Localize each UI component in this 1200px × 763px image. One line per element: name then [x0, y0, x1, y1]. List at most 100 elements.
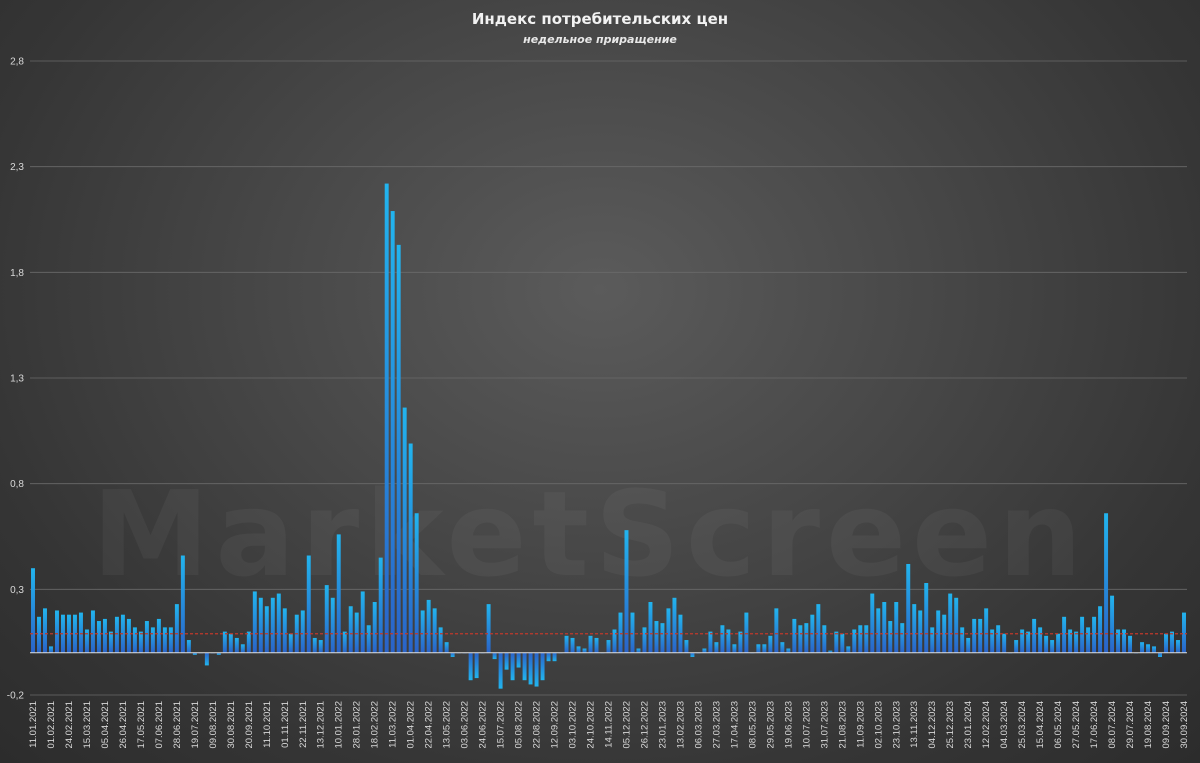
bar	[840, 633, 845, 653]
bar	[372, 602, 377, 653]
bar	[342, 631, 347, 653]
bar	[948, 593, 953, 653]
x-tick-label: 19.06.2023	[783, 701, 794, 749]
bar	[1098, 606, 1103, 653]
bar	[96, 621, 101, 653]
bar	[552, 652, 557, 662]
bar	[1128, 635, 1133, 653]
x-tick-label: 13.02.2023	[675, 701, 686, 749]
bar	[1140, 642, 1145, 653]
bar	[228, 633, 233, 653]
x-tick-label: 20.09.2021	[244, 701, 255, 749]
bar	[912, 604, 917, 653]
x-tick-label: 27.03.2023	[711, 701, 722, 749]
bar	[654, 621, 659, 653]
bar	[894, 602, 899, 653]
bar	[396, 244, 401, 653]
bar	[66, 614, 71, 653]
bar	[864, 625, 869, 653]
watermark: MarketScreen	[92, 465, 1088, 603]
x-tick-label: 22.04.2022	[424, 701, 435, 749]
x-tick-label: 12.02.2024	[981, 701, 992, 749]
x-tick-label: 15.03.2021	[82, 701, 93, 749]
x-axis: 11.01.2021 01.02.2021 24.02.2021 15.03.2021…	[28, 701, 1190, 749]
x-tick-label: 22.08.2022	[532, 701, 543, 749]
bar	[642, 627, 647, 653]
bar	[486, 604, 491, 653]
bar	[942, 614, 947, 653]
bar	[816, 604, 821, 653]
x-tick-label: 27.05.2024	[1071, 701, 1082, 749]
bar	[918, 610, 923, 653]
x-tick-label: 08.07.2024	[1107, 701, 1118, 749]
bar	[390, 211, 395, 653]
x-tick-label: 11.01.2021	[28, 701, 39, 748]
bar	[168, 627, 173, 653]
bar	[576, 646, 581, 653]
bar	[330, 597, 335, 653]
bar	[444, 642, 449, 653]
bar	[900, 623, 905, 653]
bar	[522, 652, 527, 681]
y-tick-label: 2,3	[10, 162, 24, 173]
bar	[402, 407, 407, 653]
bar	[37, 616, 41, 653]
x-tick-label: 11.10.2021	[262, 701, 273, 748]
x-tick-label: 03.06.2022	[460, 701, 471, 749]
x-tick-label: 24.06.2022	[478, 701, 489, 749]
bar	[822, 625, 827, 653]
x-tick-label: 08.05.2023	[747, 701, 758, 749]
bar	[774, 608, 779, 653]
x-tick-label: 15.04.2024	[1035, 701, 1046, 749]
x-tick-label: 13.12.2021	[316, 701, 327, 749]
bar	[432, 608, 437, 653]
bar	[366, 625, 371, 653]
bar	[1074, 631, 1079, 653]
bar	[504, 652, 509, 670]
bar	[618, 612, 623, 653]
bar	[888, 621, 893, 653]
bar	[270, 597, 275, 653]
bar	[846, 646, 851, 653]
bar	[768, 635, 773, 653]
bar	[414, 513, 419, 653]
bar	[798, 625, 803, 653]
x-tick-label: 04.12.2023	[927, 701, 938, 749]
x-tick-label: 28.01.2022	[352, 701, 363, 749]
bar	[972, 618, 977, 653]
bar	[222, 631, 227, 653]
bar	[31, 568, 35, 653]
bar	[756, 644, 761, 653]
y-axis: -0,2 0,3 0,8 1,3 1,8 2,3 2,8	[7, 57, 25, 702]
bar	[54, 610, 59, 653]
y-tick-label: 1,8	[10, 268, 24, 279]
bar	[132, 627, 137, 653]
bar	[648, 602, 653, 653]
x-tick-label: 22.11.2021	[298, 701, 309, 748]
x-tick-label: 26.04.2021	[118, 701, 129, 749]
x-tick-label: 10.01.2022	[334, 701, 345, 749]
bar	[1044, 635, 1049, 653]
x-tick-label: 17.04.2023	[729, 701, 740, 749]
bar	[246, 631, 251, 653]
bar	[834, 631, 839, 653]
bar	[90, 610, 95, 653]
bar	[570, 637, 575, 653]
bar	[1014, 640, 1019, 653]
x-tick-label: 30.08.2021	[226, 701, 237, 749]
bar	[882, 602, 887, 653]
bar	[216, 652, 221, 655]
x-tick-label: 24.02.2021	[64, 701, 75, 749]
bar	[786, 648, 791, 653]
bar	[1176, 640, 1180, 653]
x-tick-label: 03.10.2022	[568, 701, 579, 749]
bar	[984, 608, 989, 653]
bar	[684, 640, 689, 653]
x-tick-label: 18.02.2022	[370, 701, 381, 749]
bar	[84, 629, 89, 653]
bar	[144, 621, 149, 653]
x-tick-label: 17.05.2021	[136, 701, 147, 749]
x-tick-label: 19.08.2024	[1143, 701, 1154, 749]
bar	[852, 629, 857, 653]
bar	[762, 644, 767, 653]
